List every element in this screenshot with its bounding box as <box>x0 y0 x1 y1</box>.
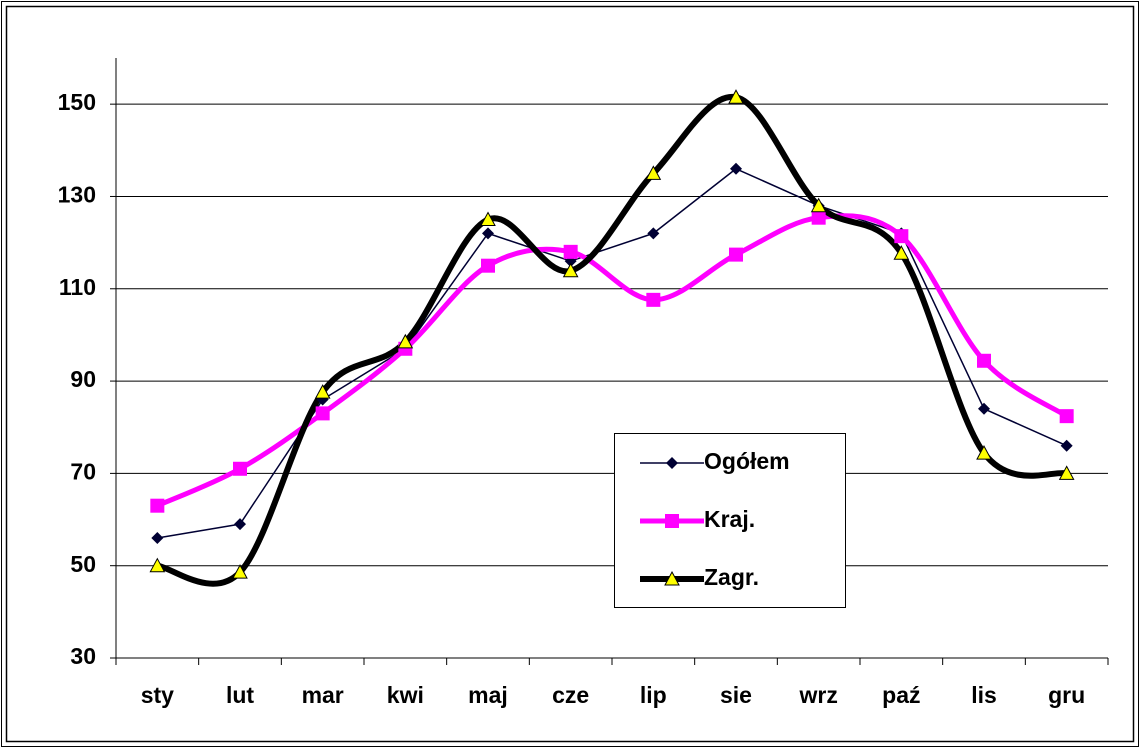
marker <box>234 518 246 531</box>
y-tick-label: 30 <box>70 643 96 669</box>
marker <box>647 227 660 240</box>
marker <box>481 258 495 273</box>
marker <box>1060 439 1073 452</box>
marker <box>562 262 579 278</box>
marker <box>563 244 578 259</box>
marker <box>729 247 743 262</box>
series-line <box>156 94 1068 587</box>
marker <box>893 245 910 260</box>
marker <box>977 353 991 368</box>
marker <box>314 384 331 399</box>
y-tick-label: 50 <box>70 551 96 577</box>
plot-area: 30 50 70 90 110 130 150 sty lut mar kwi maj cze lip si… <box>58 58 1109 708</box>
legend-label: Zagr. <box>704 564 759 590</box>
x-tick-label: wrz <box>798 682 837 708</box>
x-tick-label: gru <box>1048 682 1085 708</box>
marker <box>151 532 164 544</box>
marker <box>976 445 992 460</box>
y-tick-label: 130 <box>58 182 96 208</box>
marker <box>728 89 744 104</box>
series-line <box>156 213 1069 508</box>
marker <box>666 457 678 469</box>
marker <box>645 165 662 180</box>
y-tick-label: 90 <box>70 366 96 392</box>
legend: Ogółem Kraj. Zagr. <box>614 433 846 608</box>
marker <box>665 514 679 528</box>
legend-label: Kraj. <box>704 506 755 532</box>
marker <box>1059 409 1074 424</box>
x-tick-label: sty <box>141 682 174 708</box>
inner-frame <box>5 5 1135 743</box>
x-tick-label: lis <box>971 682 997 708</box>
marker <box>1058 465 1075 480</box>
marker <box>810 197 827 213</box>
y-tick-label: 150 <box>58 89 96 115</box>
marker <box>482 227 494 240</box>
marker <box>480 211 496 227</box>
marker <box>894 229 909 244</box>
marker <box>730 162 742 175</box>
x-tick-label: maj <box>468 682 508 708</box>
legend-label: Ogółem <box>704 448 790 474</box>
marker <box>233 461 247 476</box>
x-tick-label: sie <box>720 682 752 708</box>
marker <box>150 498 165 513</box>
marker <box>646 292 661 307</box>
marker <box>315 406 330 421</box>
x-tick-label: cze <box>552 682 589 708</box>
y-tick-label: 70 <box>70 458 96 484</box>
x-tick-label: lut <box>226 682 254 708</box>
marker <box>397 333 414 349</box>
x-tick-label: lip <box>640 682 667 708</box>
x-tick-label: kwi <box>387 682 424 708</box>
marker <box>664 570 680 586</box>
series-line <box>157 168 1067 539</box>
y-tick-label: 110 <box>59 274 96 300</box>
x-tick-label: mar <box>302 682 344 708</box>
marker <box>978 402 990 415</box>
marker <box>811 210 826 225</box>
x-tick-label: paź <box>882 682 920 708</box>
marker <box>149 557 166 573</box>
marker <box>232 564 248 579</box>
